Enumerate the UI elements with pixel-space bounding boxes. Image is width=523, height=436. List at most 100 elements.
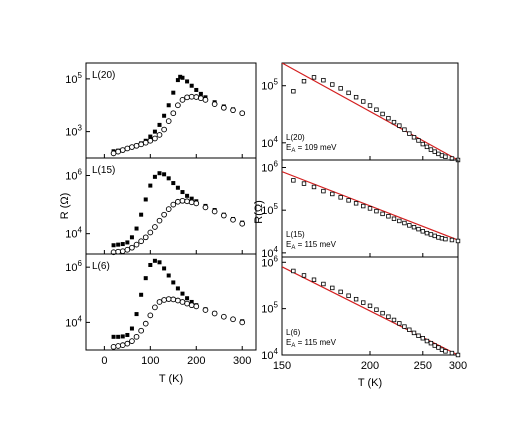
data-point-open (152, 135, 158, 142)
data-point-open (115, 248, 122, 255)
data-point-open (239, 110, 246, 117)
data-point-open (220, 212, 227, 219)
data-point-filled (120, 334, 125, 339)
data-point-open (211, 101, 218, 108)
data-point-open (230, 107, 236, 114)
data-point-open (165, 206, 172, 212)
data-point-open-square (420, 141, 425, 147)
left-panel-3: L(6) 106 104 (65, 253, 257, 351)
data-point-open-square (361, 203, 366, 209)
data-point-filled (189, 299, 194, 304)
data-point-open-square (321, 281, 326, 287)
data-point-open (239, 220, 246, 227)
data-point-open-square (374, 307, 379, 312)
data-point-filled (185, 296, 190, 301)
data-point-open (161, 211, 167, 218)
data-point-filled (152, 258, 157, 263)
data-point-filled (189, 83, 194, 88)
data-point-open (124, 246, 131, 253)
data-point-filled (148, 262, 153, 267)
data-point-open-square (380, 111, 385, 117)
data-point-open-square (436, 345, 441, 350)
data-point-open (129, 244, 135, 251)
data-point-open-square (455, 352, 461, 358)
data-point-open-square (402, 324, 407, 329)
data-point-filled (139, 292, 144, 297)
data-point-open (119, 147, 126, 153)
data-point-filled (148, 134, 153, 139)
data-point-open-square (428, 147, 434, 152)
data-point-open (142, 139, 149, 146)
data-point-open (184, 198, 190, 205)
data-point-open (239, 319, 246, 326)
data-point-open-square (436, 151, 441, 157)
data-point-filled (152, 129, 157, 134)
data-point-open-square (432, 343, 437, 348)
x-tick-label: 200 (361, 360, 379, 372)
data-point-open-square (353, 94, 359, 100)
data-point-open-square (402, 127, 407, 132)
data-point-open (175, 102, 181, 109)
data-point-filled (125, 240, 130, 245)
left-panel-label: L(6) (92, 261, 110, 272)
data-point-open-square (428, 340, 434, 346)
data-point-open-square (367, 103, 373, 108)
data-point-filled (180, 75, 185, 80)
data-point-open-square (424, 230, 430, 236)
data-point-filled (178, 74, 183, 79)
y-axis-label: R (Ω) (59, 193, 71, 220)
data-point-open-square (321, 77, 326, 83)
data-point-filled (162, 172, 167, 177)
data-point-open (211, 310, 218, 317)
data-point-open (170, 110, 177, 117)
activation-energy-label: EA = 115 meV (286, 338, 337, 349)
data-point-open-square (346, 90, 351, 96)
data-point-filled (125, 332, 130, 337)
data-point-open-square (424, 144, 430, 150)
data-point-open-square (338, 289, 343, 295)
x-tick-label: 300 (449, 360, 467, 372)
data-point-open-square (380, 310, 385, 316)
data-point-open-square (424, 338, 430, 344)
data-point-filled (171, 90, 176, 95)
data-point-open (110, 344, 117, 350)
data-point-open (211, 208, 218, 215)
data-point-open-square (361, 99, 366, 104)
data-point-open-square (391, 317, 397, 323)
data-point-open-square (353, 201, 359, 206)
data-point-open (133, 333, 140, 340)
y-tick-label: 105 (65, 71, 82, 86)
left-panel-label: L(15) (92, 165, 115, 176)
data-point-open (170, 296, 177, 303)
data-point-open-square (432, 149, 437, 154)
data-point-open (142, 234, 149, 241)
data-point-open-square (374, 107, 379, 112)
x-tick-label: 150 (273, 360, 291, 372)
data-point-open (188, 302, 195, 309)
data-point-filled (166, 176, 171, 181)
data-point-filled (166, 273, 171, 278)
x-tick-label: 100 (141, 355, 159, 367)
data-point-filled (175, 185, 180, 190)
x-tick-label: 0 (101, 355, 107, 367)
y-tick-label: 103 (65, 124, 82, 139)
left-panel-1: L(20) 105 103 (65, 62, 257, 159)
data-point-open-square (428, 232, 434, 237)
data-point-open (175, 297, 181, 304)
data-point-open-square (321, 188, 326, 194)
data-point-open-square (301, 273, 307, 278)
data-point-open (193, 94, 200, 100)
data-point-open-square (338, 86, 343, 91)
data-point-open-square (367, 303, 373, 309)
data-point-filled (148, 183, 153, 188)
data-point-filled (152, 174, 157, 179)
data-point-open-square (353, 296, 359, 302)
data-point-open-square (330, 285, 335, 291)
right-panel-2: 106 105 104 L(15)EA = 115 meV (261, 159, 461, 260)
left-panel-label: L(20) (92, 70, 115, 81)
data-point-open (179, 299, 186, 305)
right-panel-label: L(15) (286, 230, 305, 239)
data-point-open-square (338, 195, 343, 200)
data-point-open (175, 198, 181, 205)
